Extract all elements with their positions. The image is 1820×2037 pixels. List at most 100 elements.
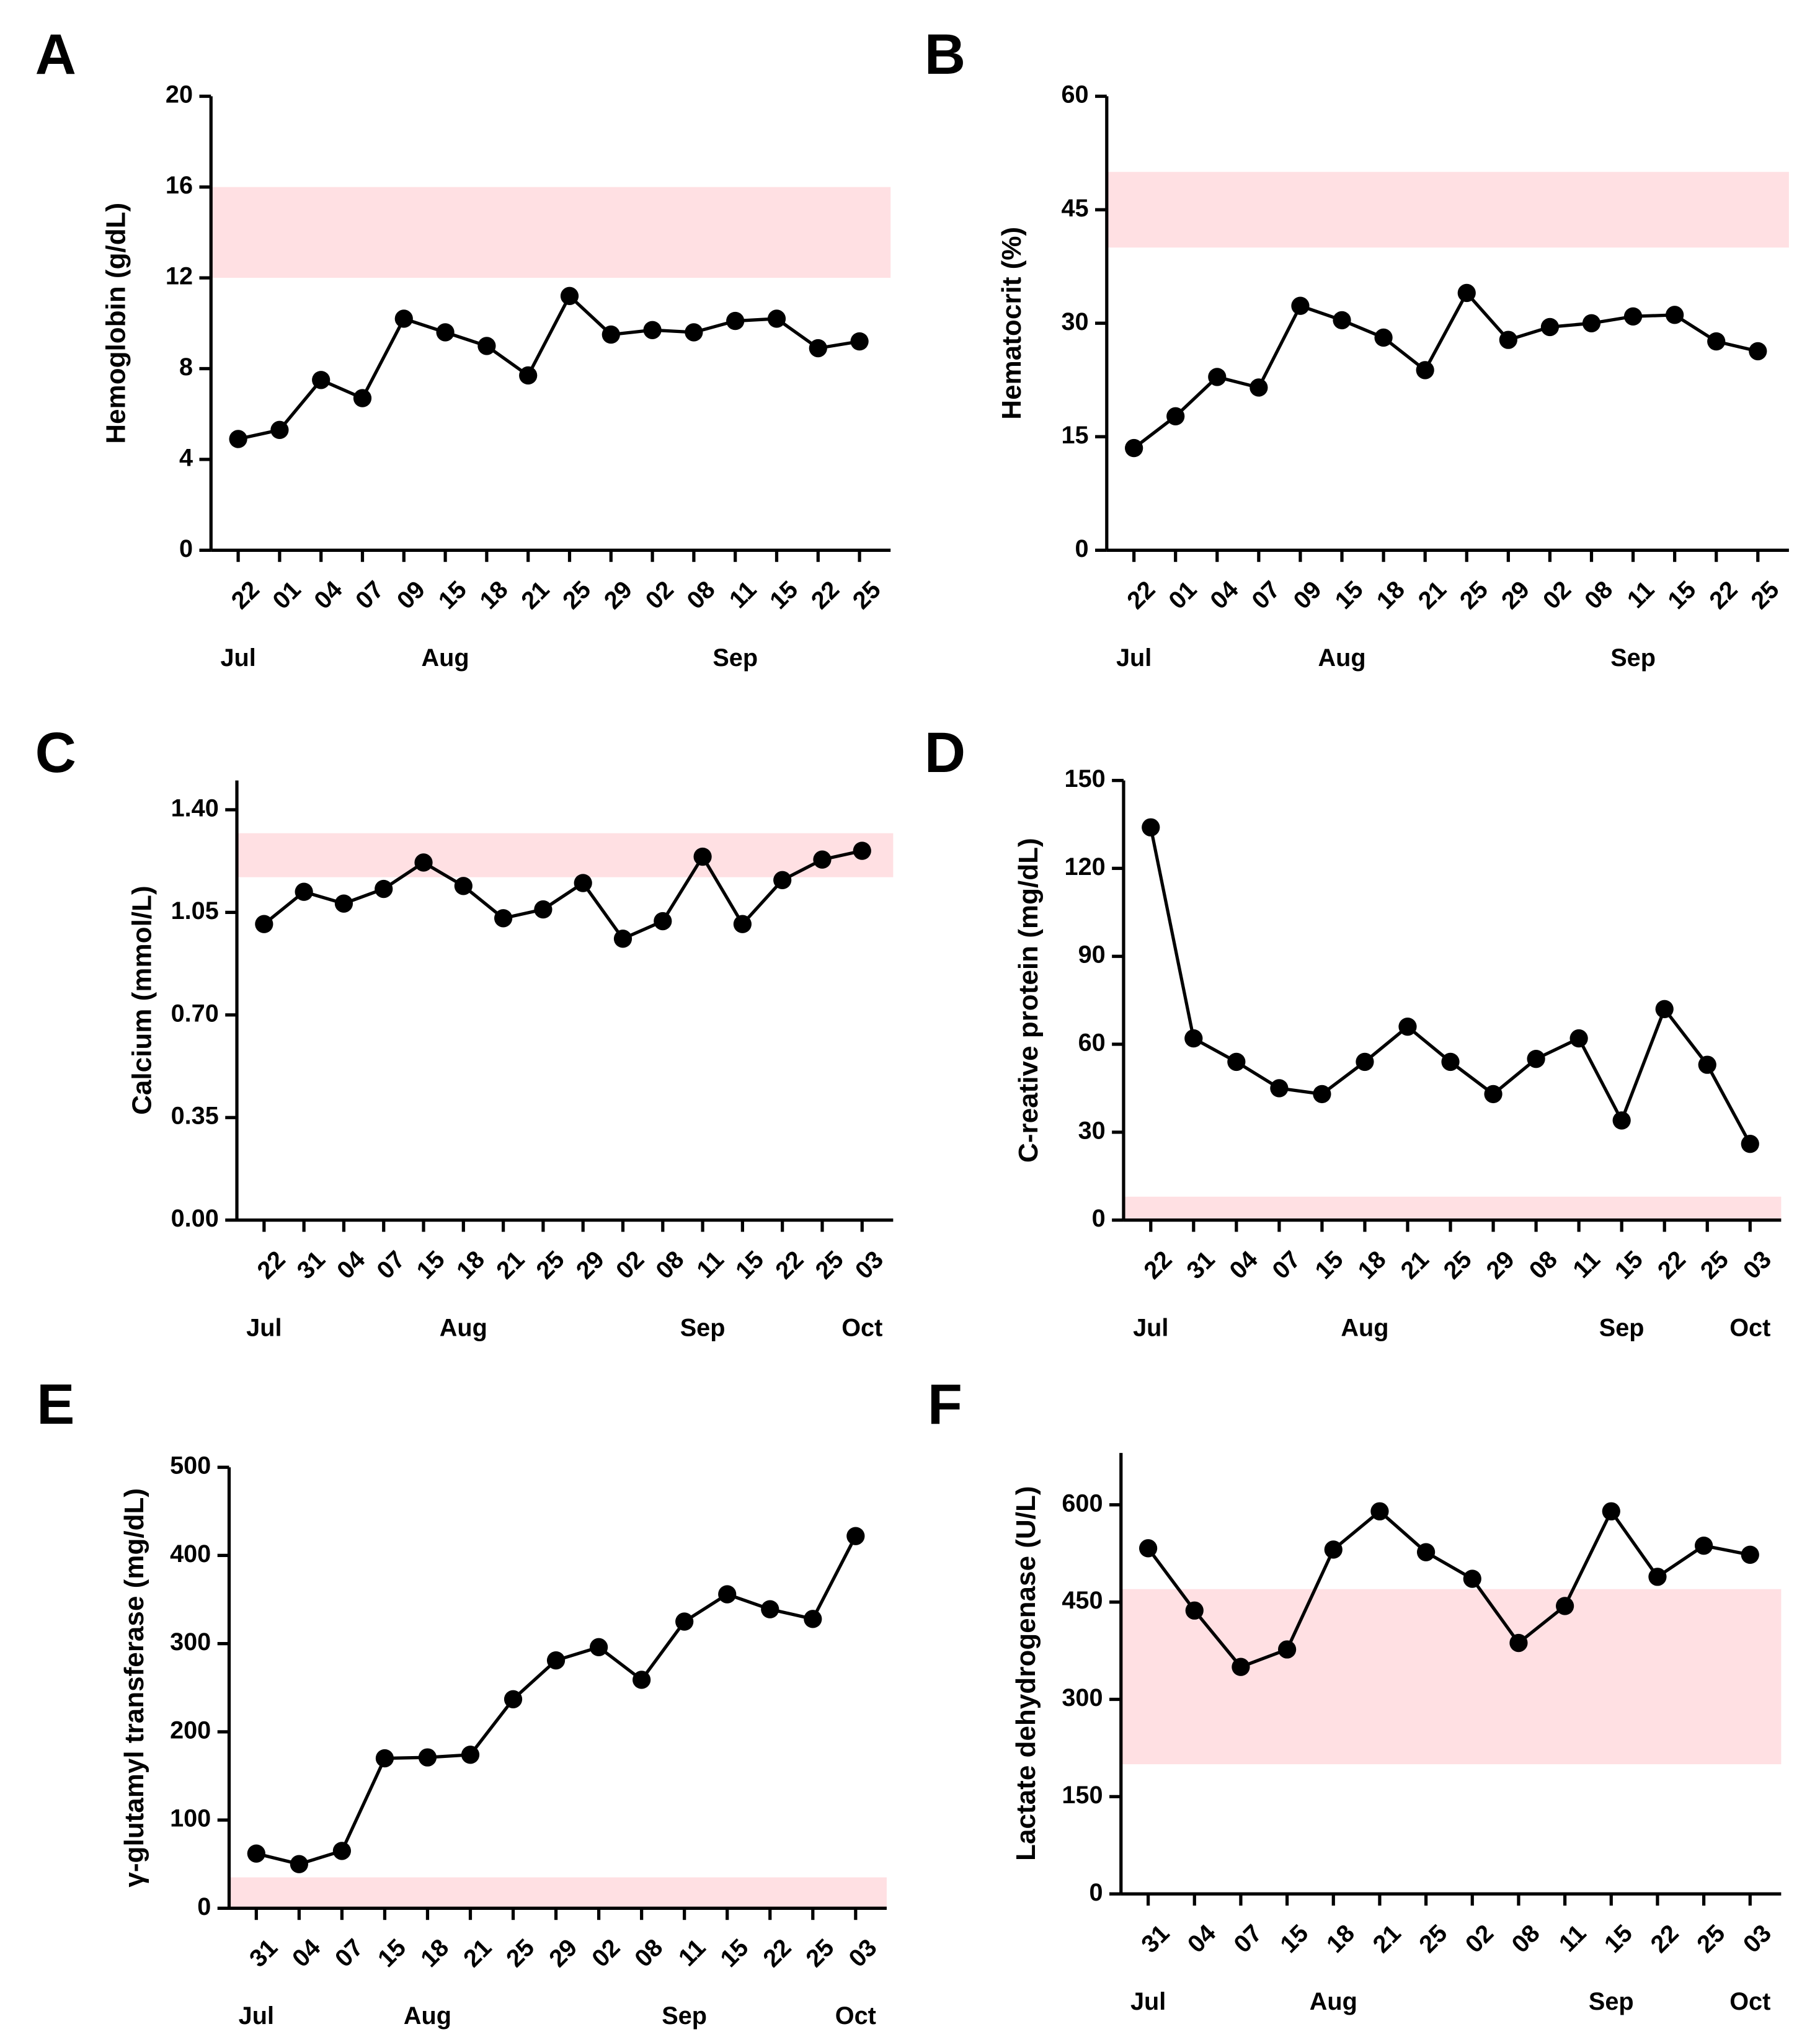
y-tick-label: 0.70 <box>171 1000 219 1027</box>
y-tick-label: 1.40 <box>171 794 219 822</box>
month-label: Sep <box>1589 1988 1634 2015</box>
y-tick-label: 0 <box>197 1893 211 1920</box>
data-point <box>1612 1111 1631 1130</box>
x-tick-label: 29 <box>544 1934 582 1973</box>
x-tick-label: 08 <box>629 1934 668 1973</box>
x-tick-label: 15 <box>412 1246 450 1285</box>
x-tick-label: 07 <box>350 576 389 615</box>
data-point <box>534 900 553 919</box>
x-tick-label: 18 <box>1321 1919 1360 1958</box>
y-axis-label: C-reative protein (mg/dL) <box>1013 838 1044 1163</box>
data-point <box>633 1671 651 1689</box>
data-point <box>1602 1502 1620 1520</box>
x-tick-label: 15 <box>1330 576 1369 615</box>
data-point <box>685 323 703 342</box>
x-tick-label: 25 <box>801 1934 839 1973</box>
panel-label: F <box>928 1372 962 1436</box>
data-point <box>853 841 871 860</box>
month-label: Sep <box>712 644 758 672</box>
data-point <box>1185 1601 1204 1620</box>
data-point <box>353 389 372 407</box>
data-point <box>295 882 313 901</box>
data-point <box>1749 342 1767 361</box>
data-point <box>1623 307 1643 326</box>
data-point <box>494 909 513 928</box>
data-point <box>1698 1055 1716 1074</box>
panel-label: D <box>925 721 965 784</box>
y-axis-label: Calcium (mmol/L) <box>127 885 157 1115</box>
x-tick-label: 25 <box>1746 576 1784 615</box>
x-tick-label: 25 <box>848 576 886 615</box>
x-tick-label: 21 <box>1413 576 1452 615</box>
x-tick-label: 22 <box>770 1246 809 1285</box>
x-tick-label: 15 <box>1662 576 1701 615</box>
x-tick-label: 02 <box>641 576 679 615</box>
data-point <box>1416 361 1434 379</box>
x-tick-label: 04 <box>1224 1246 1263 1285</box>
y-tick-label: 0.00 <box>171 1205 219 1232</box>
panel-label: A <box>35 22 76 86</box>
data-point <box>1484 1085 1503 1104</box>
month-label: Aug <box>404 2002 451 2030</box>
x-tick-label: 02 <box>1538 576 1576 615</box>
data-point <box>436 323 455 342</box>
data-point <box>1582 314 1601 332</box>
data-point <box>1184 1029 1203 1048</box>
x-tick-label: 03 <box>850 1246 889 1285</box>
data-point <box>613 930 633 948</box>
x-tick-label: 03 <box>1738 1246 1777 1285</box>
data-point <box>1333 311 1351 330</box>
data-point <box>733 915 752 933</box>
data-point <box>809 339 827 358</box>
month-label: Oct <box>1729 1988 1770 2015</box>
data-point <box>1457 283 1476 303</box>
x-tick-label: 25 <box>1439 1246 1477 1285</box>
data-point <box>773 871 792 890</box>
y-tick-label: 100 <box>170 1805 211 1832</box>
data-point <box>546 1651 566 1670</box>
data-point <box>1208 368 1227 386</box>
y-tick-label: 300 <box>1062 1684 1103 1711</box>
data-point <box>1463 1569 1481 1588</box>
x-tick-label: 01 <box>1163 576 1202 615</box>
month-label: Sep <box>680 1314 726 1341</box>
x-tick-label: 25 <box>501 1934 539 1973</box>
data-point <box>804 1610 822 1628</box>
x-tick-label: 04 <box>1183 1919 1221 1958</box>
month-label: Sep <box>662 2002 707 2030</box>
data-point <box>1741 1545 1759 1564</box>
y-tick-label: 0 <box>1089 1879 1103 1906</box>
data-point <box>675 1612 694 1631</box>
x-tick-label: 18 <box>1372 576 1410 615</box>
month-label: Aug <box>1318 644 1365 672</box>
x-tick-label: 25 <box>531 1246 569 1285</box>
x-tick-label: 15 <box>1610 1246 1648 1285</box>
y-tick-label: 600 <box>1062 1489 1103 1517</box>
data-point <box>290 1855 308 1873</box>
y-tick-label: 15 <box>1061 422 1088 449</box>
data-point <box>1441 1052 1460 1072</box>
x-tick-label: 11 <box>724 576 762 614</box>
x-tick-label: 25 <box>1455 576 1493 615</box>
month-label: Jul <box>246 1314 282 1341</box>
x-tick-label: 15 <box>765 576 803 615</box>
y-tick-label: 200 <box>170 1716 211 1744</box>
x-tick-label: 11 <box>1554 1919 1592 1957</box>
y-tick-label: 300 <box>170 1628 211 1656</box>
x-tick-label: 21 <box>1368 1919 1406 1958</box>
x-tick-label: 03 <box>1738 1919 1777 1958</box>
data-point <box>1527 1049 1545 1068</box>
x-tick-label: 22 <box>758 1934 796 1973</box>
data-point <box>560 286 579 306</box>
data-point <box>1655 1000 1674 1018</box>
x-tick-label: 03 <box>843 1934 882 1973</box>
data-point <box>1270 1079 1289 1098</box>
x-tick-label: 18 <box>415 1934 454 1973</box>
data-point <box>504 1690 523 1708</box>
x-tick-label: 22 <box>1122 576 1160 615</box>
data-point <box>1250 378 1268 397</box>
data-point <box>1398 1017 1417 1036</box>
data-point <box>1227 1052 1246 1072</box>
month-label: Aug <box>1310 1988 1357 2015</box>
y-tick-label: 150 <box>1062 1782 1103 1809</box>
